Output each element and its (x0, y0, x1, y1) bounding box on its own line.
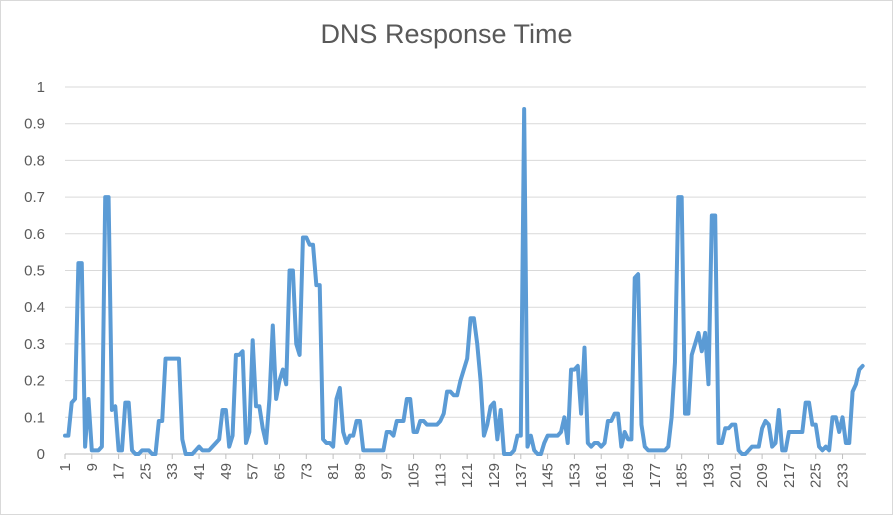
y-tick-label: 0.9 (24, 116, 45, 133)
y-tick-label: 0.7 (24, 189, 45, 206)
x-tick-label: 225 (808, 463, 825, 488)
series-line (63, 107, 865, 456)
x-tick-label: 73 (298, 463, 315, 480)
series-layer (63, 107, 865, 456)
x-tick-label: 33 (164, 463, 181, 480)
axis-layer (64, 453, 866, 459)
grid-layer (65, 86, 866, 418)
y-tick-label: 0.8 (24, 152, 45, 169)
x-tick-label: 177 (647, 463, 664, 488)
x-tick-label: 185 (674, 463, 691, 488)
x-tick-label: 137 (513, 463, 530, 488)
y-axis-tick-labels: 0 0.1 0.2 0.3 0.4 0.5 0.6 0.7 0.8 0.9 1 (24, 79, 45, 463)
x-tick-label: 17 (111, 463, 128, 480)
y-tick-label: 1 (37, 79, 45, 96)
x-tick-label: 193 (700, 463, 717, 488)
y-tick-label: 0.2 (24, 373, 45, 390)
x-tick-label: 105 (406, 463, 423, 488)
x-tick-label: 97 (379, 463, 396, 480)
x-tick-label: 81 (325, 463, 342, 480)
chart-title: DNS Response Time (320, 19, 573, 49)
x-tick-label: 49 (218, 463, 235, 480)
x-axis-tick-labels: 1 9 17 25 33 41 49 57 65 73 81 89 97 105 113 121 129 137 1… (57, 463, 852, 488)
y-tick-label: 0.3 (24, 336, 45, 353)
x-tick-label: 153 (566, 463, 583, 488)
y-tick-label: 0.1 (24, 409, 45, 426)
x-tick-label: 57 (245, 463, 262, 480)
x-tick-label: 209 (754, 463, 771, 488)
y-tick-label: 0.4 (24, 299, 45, 316)
x-tick-label: 121 (459, 463, 476, 488)
x-tick-label: 1 (57, 463, 74, 471)
x-tick-label: 169 (620, 463, 637, 488)
x-tick-label: 113 (432, 463, 449, 487)
x-tick-label: 145 (540, 463, 557, 488)
x-tick-label: 65 (271, 463, 288, 480)
x-tick-label: 9 (84, 463, 101, 471)
x-tick-label: 201 (727, 463, 744, 488)
x-tick-label: 41 (191, 463, 208, 480)
x-tick-label: 25 (137, 463, 154, 480)
x-tick-label: 233 (835, 463, 852, 488)
y-tick-label: 0 (37, 446, 45, 463)
y-tick-label: 0.5 (24, 263, 45, 280)
x-tick-label: 217 (781, 463, 798, 488)
y-tick-label: 0.6 (24, 226, 45, 243)
x-tick-label: 89 (352, 463, 369, 480)
x-tick-label: 129 (486, 463, 503, 488)
x-tick-label: 161 (593, 463, 610, 488)
